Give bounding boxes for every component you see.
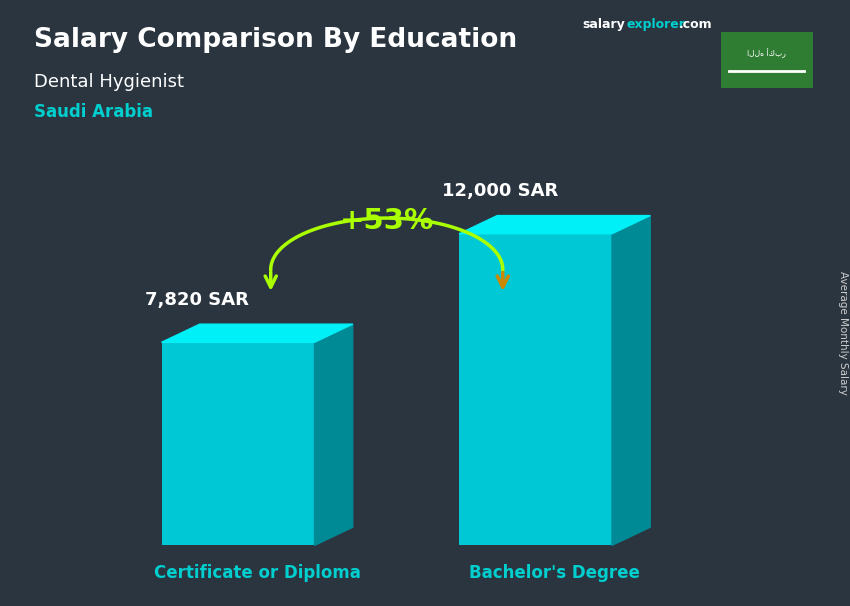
Text: Saudi Arabia: Saudi Arabia	[34, 103, 153, 121]
Text: Certificate or Diploma: Certificate or Diploma	[154, 564, 360, 582]
Bar	[162, 342, 314, 545]
Polygon shape	[612, 216, 650, 545]
Text: Average Monthly Salary: Average Monthly Salary	[838, 271, 848, 395]
Text: 7,820 SAR: 7,820 SAR	[144, 291, 248, 309]
Text: +53%: +53%	[340, 207, 434, 235]
Text: Salary Comparison By Education: Salary Comparison By Education	[34, 27, 517, 53]
Text: explorer: explorer	[626, 18, 685, 31]
Text: .com: .com	[679, 18, 713, 31]
Text: 12,000 SAR: 12,000 SAR	[442, 182, 558, 201]
Text: salary: salary	[582, 18, 625, 31]
Text: Bachelor's Degree: Bachelor's Degree	[469, 564, 640, 582]
Polygon shape	[314, 324, 353, 545]
Polygon shape	[459, 216, 650, 234]
Polygon shape	[162, 324, 353, 342]
Text: الله أكبر: الله أكبر	[747, 48, 786, 58]
Bar	[459, 234, 612, 545]
Bar	[721, 32, 813, 88]
Text: Dental Hygienist: Dental Hygienist	[34, 73, 184, 91]
